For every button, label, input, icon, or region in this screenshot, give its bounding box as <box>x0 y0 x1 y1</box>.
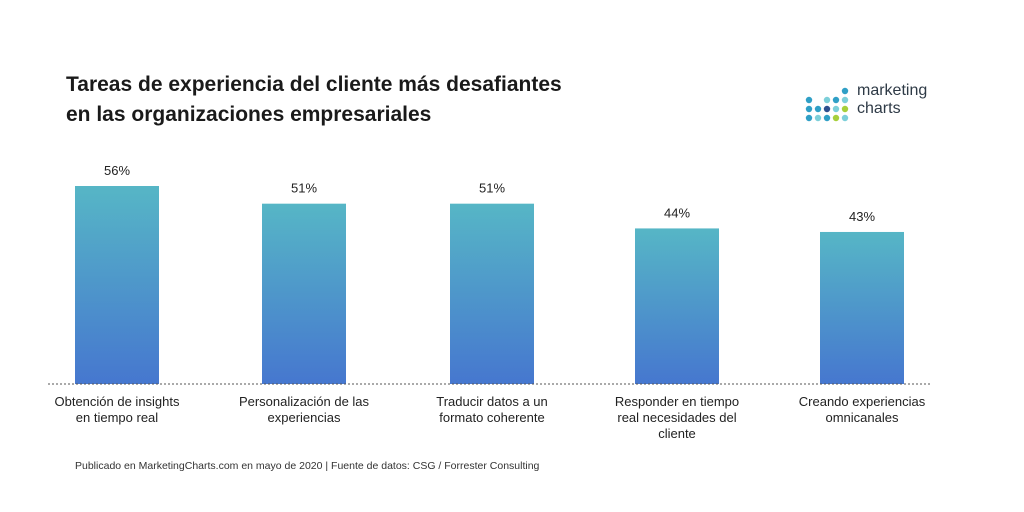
logo-text-line-2: charts <box>857 100 901 117</box>
logo-text-line-1: marketing <box>857 82 928 99</box>
source-footer: Publicado en MarketingCharts.com en mayo… <box>75 460 540 472</box>
category-label-3: Traducir datos a un formato coherente <box>436 394 548 425</box>
category-label-1: Obtención de insights en tiempo real <box>54 394 180 425</box>
logo-dot <box>841 114 849 122</box>
bar-value-label-4: 44% <box>664 205 690 220</box>
logo-dot <box>841 105 849 113</box>
logo-dot <box>814 105 822 113</box>
bar-value-label-2: 51% <box>291 181 317 196</box>
bar-5 <box>820 231 904 384</box>
logo-dot <box>832 114 840 122</box>
category-label-4: Responder en tiempo real necesidades del c… <box>615 394 739 441</box>
bar-3 <box>450 203 534 384</box>
logo-dot <box>814 114 822 122</box>
bar-4 <box>635 228 719 384</box>
logo-dot <box>841 87 849 95</box>
marketingcharts-logo: marketing charts <box>805 80 965 122</box>
logo-dot <box>805 114 813 122</box>
bar-1 <box>75 186 159 384</box>
bar-value-label-5: 43% <box>849 209 875 224</box>
logo-text: marketing charts <box>857 82 927 118</box>
logo-dot <box>832 105 840 113</box>
logo-dot <box>805 96 813 104</box>
bar-value-label-3: 51% <box>479 181 505 196</box>
bar-value-label-1: 56% <box>104 163 130 178</box>
logo-dot <box>823 105 831 113</box>
logo-dot <box>841 96 849 104</box>
logo-dot <box>823 114 831 122</box>
logo-dot <box>823 96 831 104</box>
category-label-5: Creando experiencias omnicanales <box>799 394 926 425</box>
bar-2 <box>262 203 346 384</box>
category-label-2: Personalización de las experiencias <box>239 394 370 425</box>
logo-dot <box>805 105 813 113</box>
logo-dot <box>832 96 840 104</box>
logo-dots-icon <box>805 87 849 122</box>
chart-title: Tareas de experiencia del cliente más de… <box>66 70 666 130</box>
chart-title-line-1: Tareas de experiencia del cliente más de… <box>66 73 562 96</box>
chart-title-line-2: en las organizaciones empresariales <box>66 103 432 126</box>
